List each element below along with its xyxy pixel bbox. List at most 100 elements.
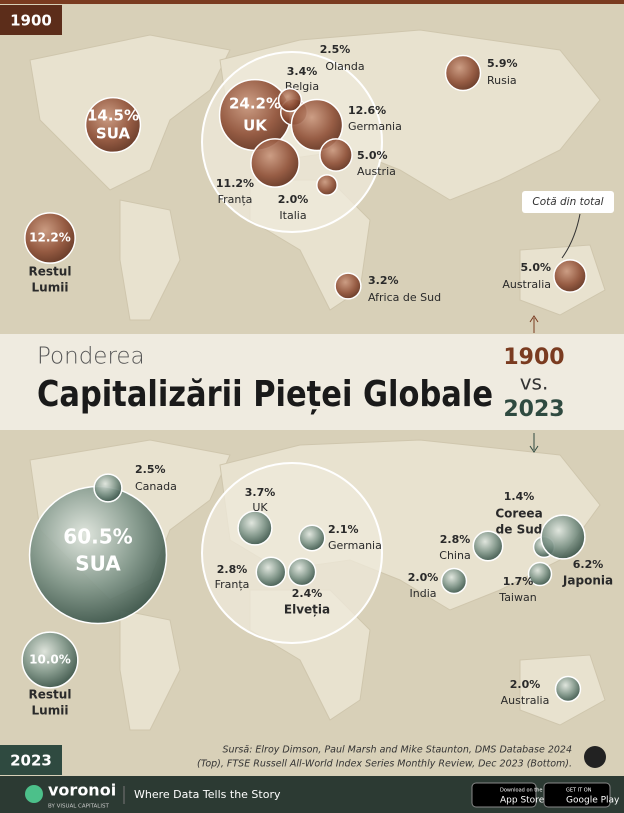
country-label: Japonia (562, 574, 613, 588)
country-label: Africa de Sud (368, 291, 441, 304)
title-vs: vs. (520, 371, 549, 395)
country-label: China (439, 549, 470, 562)
year-tag (0, 745, 62, 775)
value-label: 2.1% (328, 523, 359, 536)
country-label: SUA (75, 552, 121, 576)
bubble (334, 272, 362, 300)
arrow-down (529, 433, 539, 453)
country-label: Canada (135, 480, 177, 493)
value-label: 10.0% (29, 653, 71, 667)
country-label: Coreea (495, 507, 542, 521)
title-band (0, 334, 624, 430)
country-label: Lumii (32, 704, 69, 718)
value-label: 3.2% (368, 274, 399, 287)
value-label: 2.8% (440, 533, 471, 546)
bubble (319, 138, 353, 172)
bubble (93, 473, 123, 503)
top-rule (0, 0, 624, 4)
country-label: Australia (501, 694, 550, 707)
value-label: 24.2% (229, 95, 281, 113)
country-label: Australia (502, 278, 551, 291)
country-label: Taiwan (498, 591, 536, 604)
google-play-button[interactable] (543, 782, 611, 808)
year-tag (0, 5, 62, 35)
country-label: Lumii (32, 281, 69, 295)
bubble (316, 174, 338, 196)
country-label: Franța (215, 578, 250, 591)
value-label: 2.0% (510, 678, 541, 691)
country-label: SUA (96, 125, 131, 143)
country-label: Germania (348, 120, 402, 133)
bubble (554, 675, 582, 703)
year-tag-text: 1900 (10, 12, 52, 30)
bubble (553, 259, 587, 293)
value-label: 3.4% (287, 65, 318, 78)
country-label: Elveția (284, 603, 330, 617)
title-year1: 1900 (503, 345, 564, 370)
country-label: de Sud (496, 523, 543, 537)
value-label: 6.2% (573, 558, 604, 571)
app-store-button[interactable] (471, 782, 537, 808)
brand: voronoi (48, 781, 116, 800)
value-label: 3.7% (245, 486, 276, 499)
value-label: 1.7% (503, 575, 534, 588)
value-label: 2.4% (292, 587, 323, 600)
google-play: Google Play (566, 796, 620, 806)
country-label: Rusia (487, 74, 517, 87)
country-label: India (410, 587, 437, 600)
value-label: 2.0% (408, 571, 439, 584)
google-play-top: GET IT ON (566, 788, 592, 794)
country-label: UK (252, 501, 268, 514)
arrow-up (529, 315, 539, 333)
tagline: Where Data Tells the Story (134, 788, 281, 801)
bubble (255, 556, 287, 588)
value-label: 11.2% (216, 177, 254, 190)
value-label: 5.9% (487, 57, 518, 70)
country-label: Germania (328, 539, 382, 552)
bubble (298, 524, 326, 552)
value-label: 1.4% (504, 490, 535, 503)
brand-sub: BY VISUAL CAPITALIST (48, 804, 109, 810)
source: Sursă: Elroy Dimson, Paul Marsh and Mike… (222, 745, 572, 756)
source: (Top), FTSE Russell All-World Index Seri… (197, 759, 572, 770)
year-tag-text: 2023 (10, 752, 52, 770)
country-label: Franța (218, 193, 253, 206)
value-label: 12.6% (348, 104, 386, 117)
country-label: Italia (279, 209, 306, 222)
country-label: Restul (29, 688, 72, 702)
bubble (540, 514, 586, 560)
country-label: Restul (29, 265, 72, 279)
bubbles: 14.5%SUA12.2%RestulLumii24.2%UK3.4%Belgi… (21, 43, 613, 718)
bubble (527, 561, 553, 587)
value-label: 12.2% (29, 231, 71, 245)
bubble (440, 567, 468, 595)
app-store-top: Download on the (500, 788, 542, 794)
bubble (24, 212, 76, 264)
value-label: 14.5% (87, 107, 139, 125)
title-line2: Capitalizării Pieței Globale (37, 374, 493, 415)
brand-logo (25, 785, 43, 803)
bubble (84, 96, 142, 154)
bubble (21, 631, 79, 689)
bubble (472, 530, 504, 562)
annotation: Cotă din total (532, 196, 603, 208)
value-label: 60.5% (63, 525, 132, 549)
value-label: 2.8% (217, 563, 248, 576)
app-store: App Store (500, 796, 545, 806)
value-label: 5.0% (520, 261, 551, 274)
value-label: 2.0% (278, 193, 309, 206)
value-label: 2.5% (320, 43, 351, 56)
bubble (277, 87, 303, 113)
bubble (444, 54, 482, 92)
europe-zoom (201, 462, 383, 644)
logo (584, 746, 606, 768)
bubble (290, 98, 344, 152)
bubble (287, 557, 317, 587)
bubble (237, 510, 273, 546)
country-label: Austria (357, 165, 396, 178)
value-label: 5.0% (357, 149, 388, 162)
annotation-box (522, 191, 614, 213)
annotation-arrow (561, 213, 581, 259)
title-line1: Ponderea (37, 344, 145, 370)
